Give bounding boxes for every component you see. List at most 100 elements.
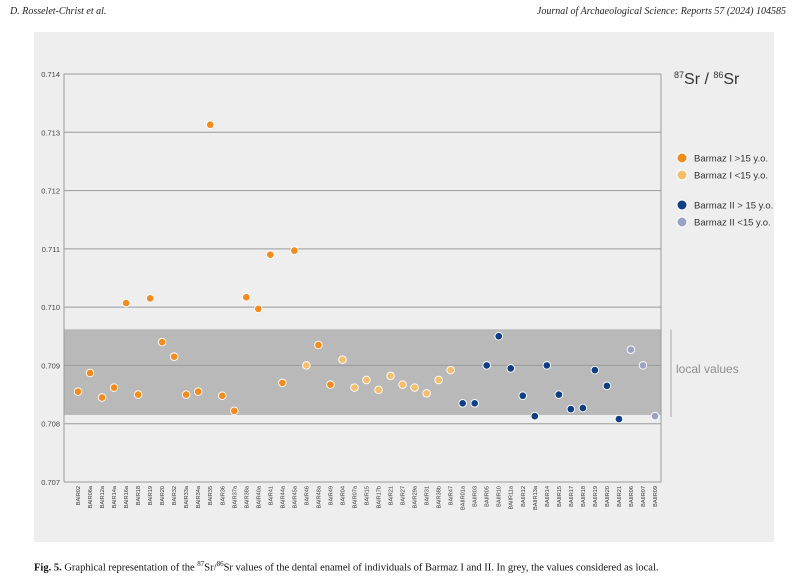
chart-panel: 0.707 0.708 0.709 0.710 0.711 0.712 0.713 0.714… — [34, 32, 774, 542]
data-point-bair14a — [109, 383, 119, 392]
y-tick-label: 0.709 — [41, 361, 60, 370]
title-sr-a: Sr / — [684, 71, 713, 88]
x-tick-label: BAIIR11a — [509, 485, 515, 509]
x-tick-label: BAIR40a — [256, 485, 262, 508]
x-tick-label: BAIR07a — [352, 485, 358, 508]
x-tick-label: BAIR33a — [184, 485, 190, 508]
x-tick-label: BAIIR18 — [581, 486, 587, 507]
caption-sup-86: 86 — [216, 560, 224, 568]
x-tick-label: BAIR17b — [377, 486, 383, 508]
data-point-bair34a — [193, 387, 203, 396]
x-tick-label: BAIR02 — [76, 486, 82, 505]
data-points — [73, 120, 660, 424]
legend-label: Barmaz II <15 y.o. — [694, 218, 771, 229]
data-point-bair18 — [133, 390, 143, 399]
legend-label: Barmaz I >15 y.o. — [694, 154, 768, 165]
data-point-baiir14 — [542, 361, 552, 370]
data-point-bair45a — [290, 246, 299, 255]
legend-marker — [676, 216, 688, 228]
data-point-baiir13a — [530, 411, 540, 421]
data-point-bair27 — [398, 380, 407, 389]
x-tick-label: BAIIR13a — [533, 485, 539, 510]
data-point-baiir05 — [482, 361, 491, 370]
legend-marker — [676, 152, 688, 164]
x-tick-label: BAIR34a — [196, 485, 202, 508]
caption-text-before: Graphical representation of the — [61, 562, 198, 574]
x-tick-label: BAIR38a — [244, 485, 250, 508]
title-sr-b: Sr — [723, 71, 740, 88]
data-point-bair07a — [350, 383, 359, 392]
data-point-bair35 — [205, 120, 215, 129]
x-tick-label: BAIR41 — [268, 486, 274, 505]
data-point-bair48a — [314, 340, 323, 350]
y-tick-label: 0.712 — [41, 187, 60, 196]
x-tick-label: BAIR20 — [160, 486, 166, 505]
x-tick-label: BAIR49 — [328, 486, 334, 505]
caption-text-after: Sr values of the dental enamel of indivi… — [223, 562, 659, 574]
data-point-baiir01a — [458, 399, 467, 408]
data-point-bair31 — [422, 389, 431, 398]
title-sup-87: 87 — [674, 70, 684, 80]
x-tick-label: BAIIR19 — [593, 486, 599, 507]
title-sup-86: 86 — [713, 70, 723, 80]
data-point-bair32 — [169, 352, 179, 361]
x-tick-label: BAIR38b — [437, 486, 443, 508]
strontium-scatter-chart: 0.707 0.708 0.709 0.710 0.711 0.712 0.713 0.714… — [41, 70, 773, 510]
x-tick-label: BAIIR03 — [473, 486, 479, 507]
data-point-bair49 — [326, 380, 335, 389]
y-tick-label: 0.707 — [41, 478, 60, 487]
data-point-baiir11a — [506, 364, 515, 373]
local-values-band — [64, 329, 661, 415]
x-tick-label: BAIR21 — [389, 486, 395, 505]
data-point-baiir21 — [614, 414, 624, 424]
data-point-bair16a — [121, 298, 131, 308]
x-tick-label: BAIR37a — [232, 485, 238, 508]
caption-mid: Sr/ — [204, 562, 217, 574]
data-point-bair06a — [85, 368, 95, 378]
data-point-bair36 — [218, 391, 227, 400]
data-point-bair17b — [374, 385, 383, 395]
x-tick-label: BAIR45a — [292, 485, 298, 508]
data-point-bair02 — [73, 387, 83, 396]
data-point-bair38a — [242, 292, 251, 302]
caption-label: Fig. 5. — [34, 562, 62, 574]
legend-label: Barmaz I <15 y.o. — [694, 171, 768, 182]
x-tick-label: BAIR29a — [413, 485, 419, 508]
y-tick-label: 0.708 — [41, 420, 60, 429]
x-tick-label: BAIR12a — [100, 485, 106, 508]
x-tick-label: BAIIR15 — [557, 486, 563, 507]
data-point-baiir06 — [626, 345, 636, 354]
x-tick-label: BAIR48a — [316, 485, 322, 508]
data-point-bair37a — [230, 406, 239, 416]
x-tick-label: BAIR31 — [425, 486, 431, 505]
x-tick-label: BAIR44a — [280, 485, 286, 508]
x-tick-label: BAIIR06 — [629, 486, 635, 507]
data-point-bair29a — [410, 383, 419, 392]
running-header-authors: D. Rosselet-Christ et al. — [10, 6, 107, 17]
data-point-baiir09 — [650, 411, 660, 421]
data-point-bair04 — [338, 355, 347, 364]
data-point-bair40a — [254, 304, 263, 314]
figure-caption: Fig. 5. Graphical representation of the … — [34, 560, 794, 574]
legend-marker — [676, 169, 688, 181]
y-axis-ticks: 0.707 0.708 0.709 0.710 0.711 0.712 0.713 0.714 — [41, 70, 60, 487]
legend-marker — [676, 199, 688, 211]
data-point-baiir15 — [554, 390, 564, 399]
x-tick-label: BAIIR12 — [521, 486, 527, 507]
x-tick-label: BAIIR20 — [605, 486, 611, 507]
x-tick-label: BAIIR21 — [617, 486, 623, 507]
data-point-baiir17 — [566, 404, 576, 414]
data-point-bair41 — [266, 250, 275, 259]
x-tick-label: BAIR47 — [449, 486, 455, 505]
x-tick-label: BAIR35 — [208, 486, 214, 505]
data-point-baiir18 — [578, 403, 588, 413]
data-point-baiir19 — [590, 365, 600, 375]
x-axis-ticks: BAIR02 BAIR06a BAIR12a BAIR14a BAIR16a BAIR18… — [76, 485, 659, 510]
caption-sup-87: 87 — [197, 560, 205, 568]
data-point-bair47 — [446, 365, 455, 375]
y-tick-label: 0.710 — [41, 303, 60, 312]
x-tick-label: BAIR14a — [112, 485, 118, 508]
data-point-baiir03 — [470, 399, 479, 408]
x-tick-label: BAIR06a — [88, 485, 94, 508]
x-tick-label: BAIIR09 — [653, 486, 659, 507]
